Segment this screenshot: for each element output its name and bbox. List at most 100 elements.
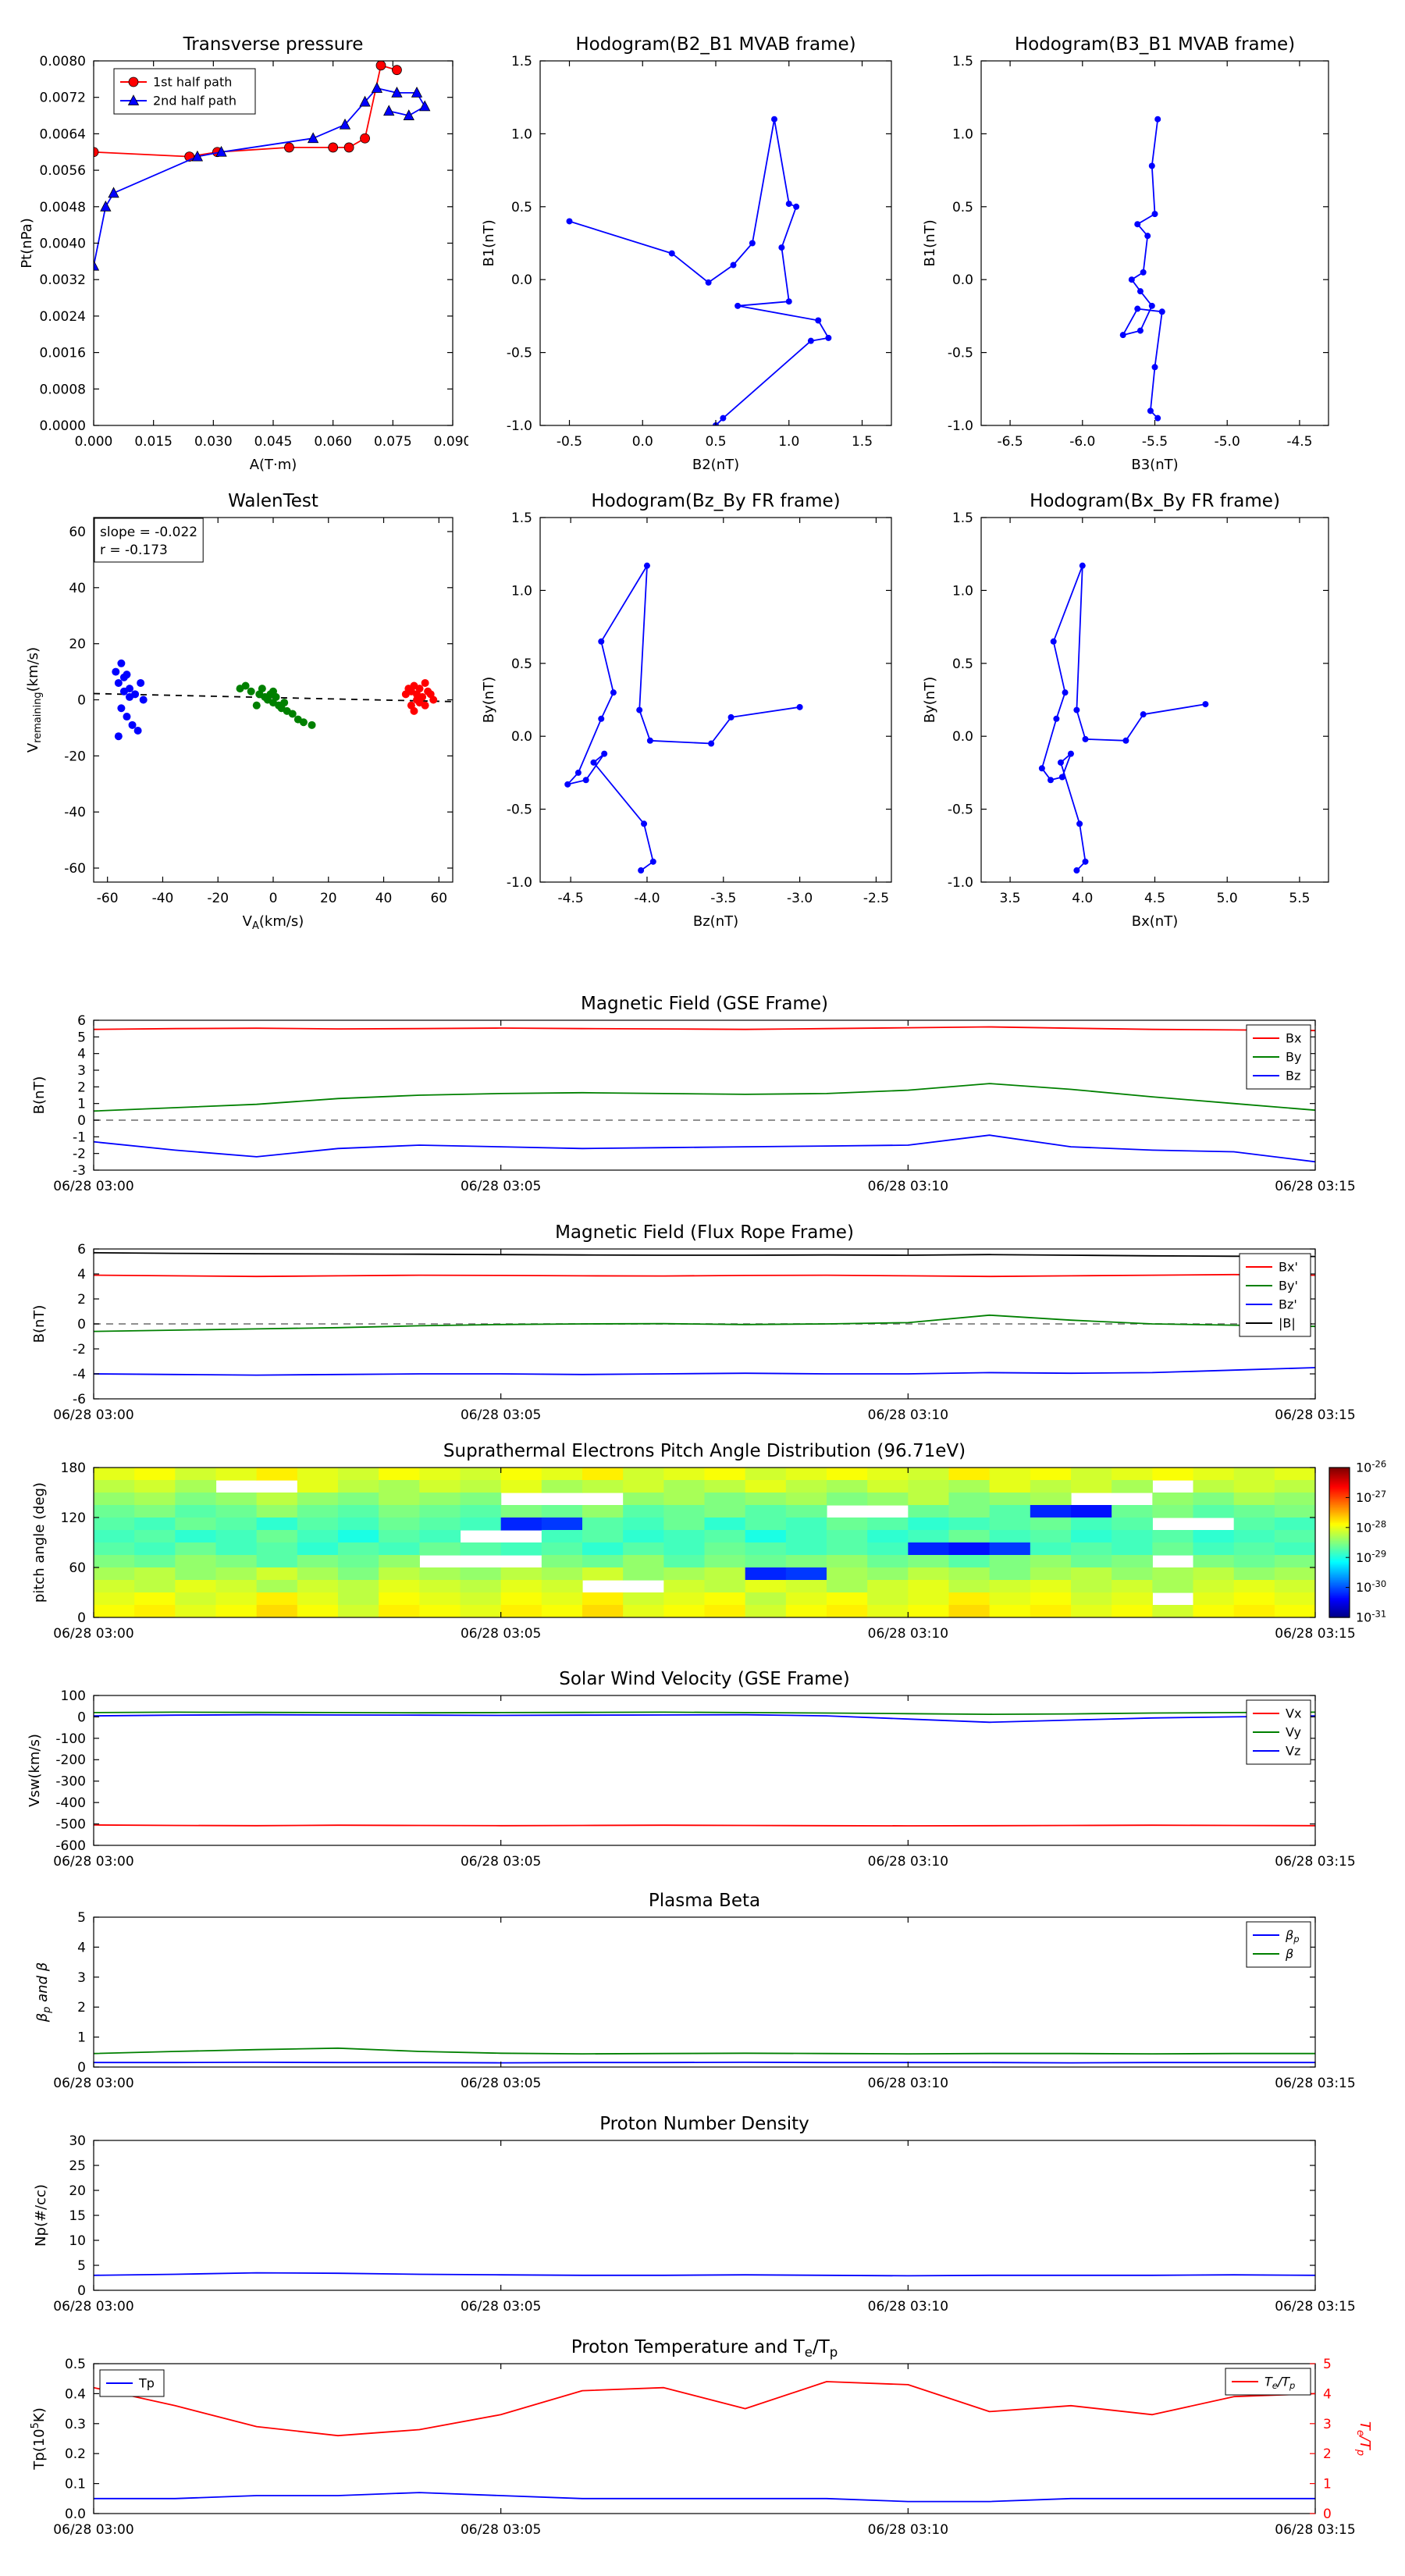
svg-text:40: 40	[375, 891, 393, 906]
svg-text:-4.0: -4.0	[634, 891, 660, 906]
svg-text:Pt(nPa): Pt(nPa)	[19, 218, 35, 268]
svg-text:Proton Temperature and Te/Tp: Proton Temperature and Te/Tp	[571, 2337, 838, 2360]
svg-text:06/28 03:00: 06/28 03:00	[53, 1626, 133, 1642]
svg-text:Np(#/cc): Np(#/cc)	[33, 2184, 49, 2247]
svg-text:Hodogram(B2_B1 MVAB frame): Hodogram(B2_B1 MVAB frame)	[575, 34, 855, 55]
chart-hodogram-bxby: 3.5 4.0 4.5 5.0 5.5 -1.0 -0.5 0.0 0.5 1.0 1.5 Hodog…	[917, 480, 1385, 948]
svg-text:4: 4	[77, 1940, 86, 1955]
svg-text:1.0: 1.0	[952, 583, 973, 599]
svg-text:40: 40	[69, 581, 86, 596]
svg-text:0.045: 0.045	[254, 434, 293, 450]
svg-text:1.5: 1.5	[952, 54, 973, 69]
svg-text:0: 0	[77, 1710, 86, 1725]
svg-text:0.0008: 0.0008	[40, 382, 86, 397]
svg-text:0.0056: 0.0056	[40, 163, 86, 179]
svg-text:Magnetic Field (Flux Rope Fram: Magnetic Field (Flux Rope Frame)	[555, 1222, 854, 1243]
svg-text:0: 0	[77, 2283, 86, 2299]
svg-text:B3(nT): B3(nT)	[1131, 457, 1178, 473]
svg-text:1.5: 1.5	[511, 511, 532, 526]
svg-text:-4.5: -4.5	[1286, 434, 1312, 450]
svg-text:2: 2	[77, 1292, 86, 1308]
svg-text:0.5: 0.5	[952, 656, 973, 672]
svg-text:06/28 03:15: 06/28 03:15	[1275, 1179, 1355, 1194]
svg-text:Vremaining(km/s): Vremaining(km/s)	[25, 647, 44, 753]
svg-text:180: 180	[61, 1461, 86, 1476]
svg-text:6: 6	[77, 1242, 86, 1258]
svg-text:0: 0	[77, 692, 86, 708]
chart-transverse-pressure: 0.000 0.015 0.030 0.045 0.060 0.075 0.090 0.000…	[16, 23, 471, 484]
chart-hodogram-b2b1: -0.5 0.0 0.5 1.0 1.5 -1.0 -0.5 0.0 0.5 1.0 1.5 Hodo…	[476, 23, 913, 484]
svg-text:100: 100	[61, 1688, 86, 1704]
svg-text:-0.5: -0.5	[948, 802, 973, 818]
svg-text:Bz(nT): Bz(nT)	[693, 913, 738, 930]
svg-text:30: 30	[69, 2133, 86, 2149]
svg-text:-0.5: -0.5	[948, 346, 973, 361]
svg-text:-6.5: -6.5	[997, 434, 1023, 450]
svg-text:Te/Tp: Te/Tp	[1354, 2421, 1373, 2456]
svg-text:Plasma Beta: Plasma Beta	[649, 1891, 760, 1911]
chart-hodogram-b3b1: -6.5 -6.0 -5.5 -5.0 -4.5 -1.0 -0.5 0.0 0.5 1.0 1.5…	[917, 23, 1385, 484]
svg-text:WalenTest: WalenTest	[228, 491, 318, 511]
svg-text:10-26: 10-26	[1356, 1459, 1386, 1475]
svg-text:06/28 03:15: 06/28 03:15	[1275, 2076, 1355, 2091]
svg-text:5.0: 5.0	[1217, 891, 1238, 906]
svg-text:|B|: |B|	[1279, 1316, 1296, 1331]
svg-text:-1.0: -1.0	[507, 875, 532, 891]
svg-text:06/28 03:15: 06/28 03:15	[1275, 1626, 1355, 1642]
svg-text:0.0000: 0.0000	[40, 418, 86, 434]
chart-solar-wind-velocity: 06/28 03:00 06/28 03:05 06/28 03:10 06/28 0…	[16, 1655, 1405, 1881]
svg-text:-2: -2	[73, 1342, 86, 1357]
svg-text:120: 120	[61, 1510, 86, 1526]
svg-text:Hodogram(B3_B1 MVAB frame): Hodogram(B3_B1 MVAB frame)	[1015, 34, 1295, 55]
svg-text:Te/Tp: Te/Tp	[1264, 2375, 1295, 2392]
svg-text:0.0: 0.0	[952, 729, 973, 745]
svg-text:0: 0	[77, 1113, 86, 1129]
svg-text:4.0: 4.0	[1072, 891, 1093, 906]
svg-text:06/28 03:00: 06/28 03:00	[53, 2522, 133, 2538]
svg-text:-0.5: -0.5	[507, 346, 532, 361]
svg-text:3: 3	[77, 1970, 86, 1986]
svg-text:-20: -20	[207, 891, 229, 906]
chart-electron-pitch-angle-distribution: 06/28 03:00 06/28 03:05 06/28 03:10 06/28 0…	[16, 1427, 1405, 1657]
svg-text:06/28 03:10: 06/28 03:10	[868, 2299, 948, 2314]
svg-text:-6: -6	[73, 1392, 86, 1407]
svg-text:1.5: 1.5	[852, 434, 873, 450]
svg-text:06/28 03:05: 06/28 03:05	[461, 1626, 541, 1642]
svg-text:By(nT): By(nT)	[481, 677, 497, 723]
svg-text:2: 2	[77, 1080, 86, 1095]
svg-text:60: 60	[430, 891, 447, 906]
svg-text:3: 3	[1323, 2417, 1332, 2432]
svg-text:VA(km/s): VA(km/s)	[243, 913, 304, 932]
svg-text:-4: -4	[73, 1367, 86, 1382]
svg-text:βp and β: βp and β	[34, 1962, 53, 2023]
svg-text:5: 5	[77, 2258, 86, 2274]
svg-text:06/28 03:05: 06/28 03:05	[461, 1854, 541, 1870]
svg-text:0: 0	[77, 2060, 86, 2076]
svg-text:Bz': Bz'	[1279, 1297, 1297, 1312]
svg-text:06/28 03:05: 06/28 03:05	[461, 1179, 541, 1194]
svg-text:20: 20	[320, 891, 337, 906]
svg-text:-1: -1	[73, 1130, 86, 1145]
svg-text:Bz: Bz	[1286, 1069, 1300, 1083]
svg-text:3.5: 3.5	[1000, 891, 1021, 906]
svg-text:2: 2	[77, 2000, 86, 2016]
svg-text:0.0: 0.0	[632, 434, 653, 450]
svg-text:B2(nT): B2(nT)	[692, 457, 739, 473]
svg-text:Hodogram(Bz_By FR frame): Hodogram(Bz_By FR frame)	[591, 491, 840, 511]
svg-text:0.1: 0.1	[65, 2477, 86, 2492]
svg-text:-600: -600	[55, 1838, 86, 1854]
svg-text:Vy: Vy	[1286, 1725, 1301, 1740]
svg-text:0.075: 0.075	[374, 434, 412, 450]
svg-text:-200: -200	[55, 1752, 86, 1768]
svg-text:Transverse pressure: Transverse pressure	[183, 34, 364, 55]
svg-text:1.0: 1.0	[511, 126, 532, 142]
svg-text:5: 5	[77, 1030, 86, 1045]
svg-text:06/28 03:10: 06/28 03:10	[868, 2076, 948, 2091]
svg-text:-3.5: -3.5	[710, 891, 736, 906]
svg-text:1.5: 1.5	[952, 511, 973, 526]
svg-text:pitch angle (deg): pitch angle (deg)	[31, 1482, 48, 1603]
svg-text:0.5: 0.5	[511, 656, 532, 672]
svg-text:B1(nT): B1(nT)	[481, 219, 497, 266]
svg-text:Bx': Bx'	[1279, 1260, 1298, 1275]
